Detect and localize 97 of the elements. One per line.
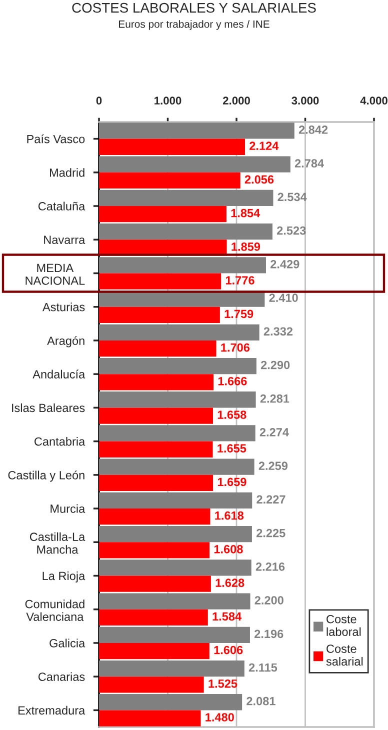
data-label: 1.480	[206, 713, 234, 722]
data-label: 1.606	[214, 646, 243, 654]
y-tick-label: Galicia	[50, 638, 86, 648]
data-label: 2.081	[246, 696, 276, 706]
y-tick-label: País Vasco	[27, 134, 85, 144]
data-label: 2.259	[258, 462, 288, 470]
bar	[99, 441, 213, 458]
bar	[99, 609, 208, 626]
bar	[99, 542, 210, 558]
data-label: 1.658	[218, 410, 246, 419]
y-tick-label: Comunidad Valenciana	[25, 600, 84, 621]
bar	[99, 273, 222, 290]
data-label: 2.429	[270, 260, 300, 268]
data-label: 1.525	[208, 679, 238, 688]
bar	[99, 526, 252, 542]
y-tick-label: Murcia	[50, 504, 86, 513]
x-tick-label: 2.000	[222, 96, 250, 105]
y-tick-label: Navarra	[44, 236, 86, 244]
chart-title: COSTES LABORALES Y SALARIALES	[72, 2, 316, 13]
bar	[99, 340, 216, 357]
y-tick-label: La Rioja	[42, 571, 86, 582]
data-label: 1.776	[226, 276, 254, 284]
data-label: 2.115	[248, 663, 278, 672]
bar	[99, 694, 242, 710]
data-label: 2.842	[298, 126, 328, 134]
bar	[99, 324, 260, 340]
y-tick-label: Islas Baleares	[12, 403, 85, 412]
data-label: 1.655	[218, 444, 246, 453]
bar	[99, 660, 244, 677]
data-label: 2.534	[278, 192, 307, 202]
bar	[99, 122, 294, 139]
bar	[99, 224, 272, 240]
data-label: 1.584	[212, 612, 242, 621]
data-label: 2.290	[260, 360, 290, 370]
bar	[99, 474, 214, 492]
data-label: 1.859	[232, 242, 260, 251]
data-label: 1.659	[218, 478, 246, 486]
y-tick-label: Castilla-La Mancha	[30, 532, 86, 554]
y-tick-label: Cantabria	[34, 437, 86, 446]
data-label: 1.854	[231, 208, 260, 218]
bar	[99, 172, 240, 189]
data-label: 1.608	[214, 545, 243, 554]
data-label: 2.410	[269, 294, 298, 302]
bar	[99, 392, 256, 408]
data-label: 2.124	[250, 142, 279, 150]
data-label: 2.274	[260, 428, 289, 436]
data-label: 2.216	[256, 562, 285, 571]
y-tick-label: Castilla y León	[8, 470, 84, 482]
data-label: 2.196	[254, 630, 284, 638]
bar	[99, 374, 214, 390]
bar	[99, 306, 220, 323]
legend-label: Coste laboral	[326, 614, 361, 636]
bar	[99, 190, 274, 206]
bar	[99, 358, 256, 374]
x-tick-label: 1.000	[154, 96, 182, 105]
y-tick-label: Cataluña	[38, 202, 86, 210]
bar	[99, 642, 210, 660]
data-label: 1.666	[218, 376, 247, 386]
data-label: 2.227	[256, 495, 286, 504]
x-tick-label: 0	[96, 96, 102, 105]
data-label: 1.628	[216, 578, 244, 587]
bar	[99, 206, 226, 222]
bar	[99, 626, 250, 643]
y-tick-label: Andalucía	[32, 370, 86, 378]
bar	[99, 138, 246, 155]
data-label: 1.706	[221, 343, 250, 352]
bar	[99, 492, 252, 509]
bar	[99, 458, 254, 475]
data-label: 2.225	[256, 528, 286, 538]
data-label: 2.281	[260, 394, 290, 403]
legend-label: Coste salarial	[326, 644, 363, 666]
bar	[99, 560, 252, 576]
data-label: 1.618	[215, 511, 244, 520]
bar	[99, 408, 213, 424]
y-tick-label: Extremadura	[18, 706, 86, 715]
y-tick-label: Asturias	[42, 302, 85, 312]
y-tick-label: Madrid	[50, 168, 84, 177]
data-label: 2.332	[264, 327, 293, 336]
bar	[99, 257, 266, 274]
y-tick-label: Aragón	[47, 336, 84, 348]
bar	[99, 710, 201, 726]
bar	[99, 676, 204, 693]
data-label: 2.056	[244, 175, 274, 184]
bar	[99, 156, 290, 172]
bar	[99, 593, 250, 610]
x-tick-label: 4.000	[360, 96, 388, 105]
y-tick-label: Canarias	[38, 672, 85, 681]
x-tick-label: 3.000	[292, 96, 319, 105]
bar	[99, 508, 210, 525]
data-label: 1.759	[224, 310, 254, 318]
data-label: 2.523	[276, 226, 306, 235]
bar	[99, 425, 256, 442]
bar	[99, 576, 211, 592]
data-label: 2.200	[254, 596, 284, 604]
y-tick-label: MEDIA NACIONAL	[26, 264, 85, 285]
data-label: 2.784	[294, 159, 324, 168]
chart-subtitle: Euros por trabajador y mes / INE	[119, 20, 270, 30]
